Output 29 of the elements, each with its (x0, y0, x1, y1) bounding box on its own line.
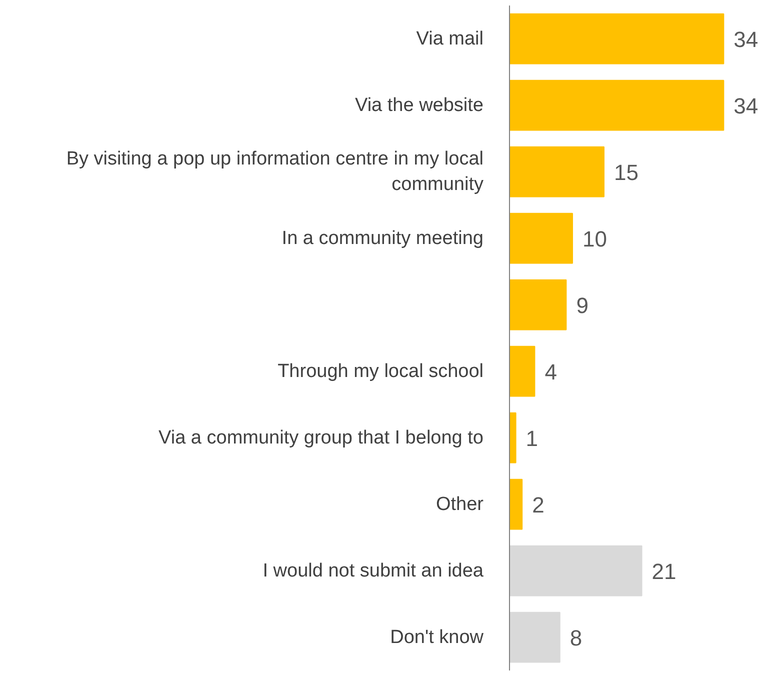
data-label: 9 (576, 292, 588, 318)
bar (510, 146, 604, 198)
bar (510, 478, 523, 530)
bar (510, 80, 724, 131)
y-tick-label: Via mail (416, 28, 484, 50)
data-label: 34 (734, 93, 758, 118)
bar (510, 279, 567, 330)
y-tick-label: In a community meeting (282, 228, 484, 249)
y-tick-label: Via the website (354, 94, 484, 116)
data-label: 2 (532, 492, 544, 518)
data-label: 10 (582, 226, 607, 252)
data-label: 34 (734, 26, 758, 52)
bar (510, 13, 724, 64)
data-label: 8 (570, 625, 582, 650)
data-label: 1 (526, 426, 538, 451)
y-tick-label: Via a community group that I belong to (158, 427, 484, 448)
y-tick-label: Don't know (390, 626, 484, 648)
y-tick-label: I would not submit an idea (262, 560, 484, 582)
bar (510, 545, 642, 596)
bar (510, 346, 536, 397)
data-label: 4 (544, 359, 557, 384)
bar (510, 212, 573, 264)
data-label: 21 (652, 558, 676, 584)
y-tick-label: By visiting a pop up information centre in my local community (66, 148, 484, 195)
y-tick-label: Through my local school (278, 360, 484, 382)
y-tick-label: Other (436, 494, 484, 515)
bar (510, 412, 516, 464)
data-label: 15 (614, 160, 638, 185)
bar (510, 612, 560, 663)
